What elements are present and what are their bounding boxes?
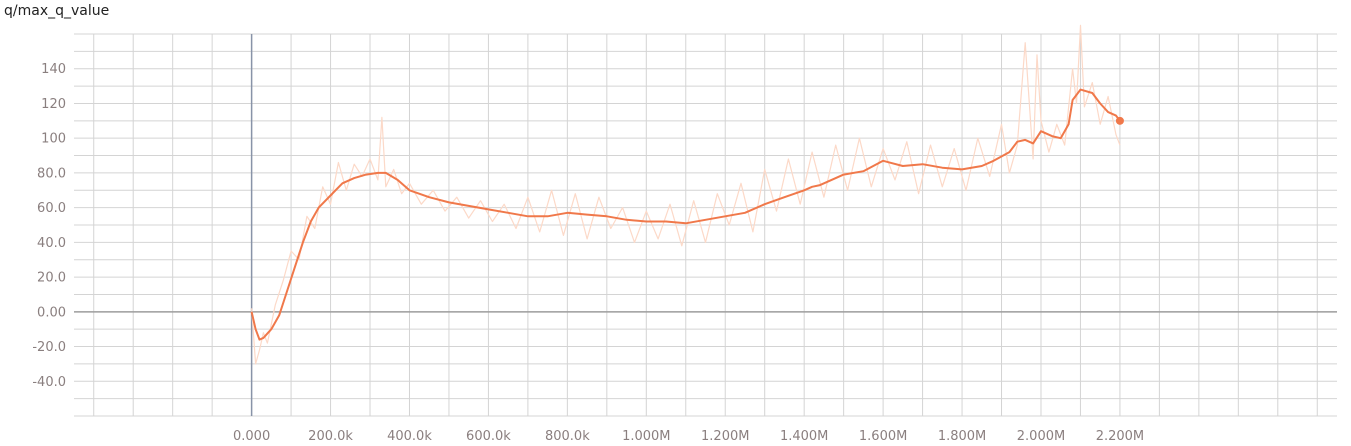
x-tick-label: 1.000M — [622, 429, 670, 444]
x-tick-label: 1.200M — [701, 429, 749, 444]
x-tick-label: 200.0k — [308, 429, 353, 444]
x-tick-label: 400.0k — [387, 429, 432, 444]
x-tick-label: 0.000 — [233, 429, 270, 444]
y-tick-label: 80.0 — [37, 166, 66, 181]
x-tick-label: 1.800M — [938, 429, 986, 444]
x-tick-label: 2.200M — [1096, 429, 1144, 444]
x-tick-label: 600.0k — [466, 429, 511, 444]
y-tick-label: 120 — [41, 97, 66, 112]
x-tick-label: 1.400M — [780, 429, 828, 444]
y-tick-label: 20.0 — [37, 271, 66, 286]
axes — [74, 34, 1337, 416]
raw-series-line — [251, 24, 1121, 365]
grid — [74, 33, 1337, 417]
chart-title: q/max_q_value — [4, 3, 110, 19]
series-end-point — [1115, 116, 1124, 125]
y-tick-label: 40.0 — [37, 236, 66, 251]
y-tick-label: 140 — [41, 62, 66, 77]
y-tick-label: -40.0 — [32, 375, 66, 390]
y-tick-label: -20.0 — [32, 340, 66, 355]
y-tick-label: 60.0 — [37, 201, 66, 216]
y-tick-label: 100 — [41, 132, 66, 147]
x-tick-label: 1.600M — [859, 429, 907, 444]
x-tick-label: 800.0k — [545, 429, 590, 444]
y-tick-labels: -40.0 -20.0 0.00 20.0 40.0 60.0 80.0 100 120 140 — [32, 62, 66, 390]
series — [250, 24, 1124, 365]
y-tick-label: 0.00 — [37, 305, 66, 320]
x-tick-label: 2.000M — [1017, 429, 1065, 444]
x-tick-labels: 0.000 200.0k 400.0k 600.0k 800.0k 1.000M 1.200… — [233, 429, 1144, 444]
smoothed-series-line — [250, 88, 1121, 341]
